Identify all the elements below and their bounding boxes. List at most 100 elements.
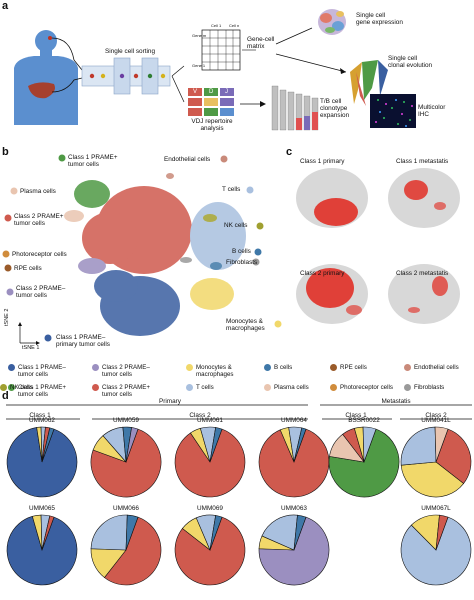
pie-slice (41, 515, 55, 551)
pie-chart (258, 426, 330, 498)
clonotype-bars (271, 85, 319, 131)
pie-slice (125, 514, 139, 551)
pie-slice (435, 514, 449, 551)
title-c1-metastatis: Class 1 metastatis (396, 158, 449, 165)
legend-label: B cells (274, 364, 293, 371)
label-monocytes: Monocytes & macrophages (226, 318, 265, 332)
vdj-segments (188, 88, 234, 116)
primary-label: Primary (158, 398, 181, 405)
pie-slice (434, 426, 449, 463)
legend-item: Fibroblasts (404, 384, 444, 391)
pie-slice (362, 426, 377, 463)
cluster-plasma (64, 210, 84, 222)
met-class1-label: Class 1 (345, 412, 367, 419)
legend-swatch (404, 364, 411, 371)
title-c2-metastatis: Class 2 metastatis (396, 270, 449, 277)
clonal-label: Single cell clonal evolution (388, 55, 433, 69)
legend-swatch (8, 364, 15, 371)
pie-chart (6, 426, 78, 498)
pie-chart (400, 514, 472, 586)
panel-c-tsne-grid (296, 168, 460, 324)
pie-title: UMM041L (421, 417, 451, 424)
pie-title: UMM061 (197, 417, 223, 424)
cluster-b-cells (210, 262, 222, 270)
legend-swatch (92, 384, 99, 391)
label-c2-prame-plus: Class 2 PRAME+ tumor cells (14, 213, 64, 227)
label-fibroblasts: Fibroblasts (226, 259, 258, 266)
pie-title: BSSR0022 (348, 417, 380, 424)
legend-item: RPE cells (330, 364, 367, 371)
legend-label: T cells (196, 384, 214, 391)
label-b-cells: B cells (232, 248, 251, 255)
legend-item: Class 2 PRAME+ tumor cells (92, 384, 150, 398)
pie-chart (6, 514, 78, 586)
matrix-row-bottom: Gene 1 (192, 63, 206, 68)
axis-y-label: tSNE 2 (4, 308, 10, 326)
panel-a-illustration (14, 9, 416, 131)
legend-item: B cells (264, 364, 292, 371)
pie-title: UMM062 (29, 417, 55, 424)
panel-letter-a: a (2, 0, 9, 12)
pie-chart (90, 514, 162, 586)
label-endothelial: Endothelial cells (164, 156, 211, 163)
pie-title: UMM059 (113, 417, 139, 424)
legend-label: Photoreceptor cells (340, 384, 393, 391)
clonotype-label: T/B cell clonotype expansion (320, 98, 350, 119)
pie-slice (41, 427, 55, 463)
gene-cell-matrix-grid (201, 29, 241, 71)
legend-label: Class 2 PRAME– tumor cells (102, 364, 150, 378)
class1-label: Class 1 (29, 412, 51, 419)
legend-swatch (264, 384, 271, 391)
pie-slice (258, 428, 330, 498)
pie-slice (104, 516, 162, 586)
label-plasma: Plasma cells (20, 188, 56, 195)
expression-tsne-thumbnail (318, 9, 346, 35)
cluster-monocytes (190, 278, 234, 310)
matrix-coln: Cell n (229, 23, 240, 28)
legend-swatch (8, 384, 15, 391)
pie-slice (400, 426, 437, 466)
clonal-evolution-icon (350, 60, 388, 106)
legend-label: Class 1 PRAME+ tumor cells (18, 384, 66, 398)
sorting-label: Single cell sorting (104, 48, 156, 55)
legend-swatch (330, 364, 337, 371)
panel-b-tsne (2, 154, 282, 345)
pie-slice (125, 427, 139, 463)
legend-label: Endothelial cells (414, 364, 459, 371)
human-silhouette-icon (14, 30, 78, 125)
pie-slice (293, 514, 307, 551)
matrix-label: Gene-cell matrix (247, 36, 275, 50)
label-rpe: RPE cells (14, 265, 42, 272)
legend-swatch (330, 384, 337, 391)
pie-slice (400, 516, 472, 586)
legend-label: RPE cells (340, 364, 367, 371)
vdj-letter-d: D (209, 89, 214, 95)
legend-swatch (404, 384, 411, 391)
label-c1-prame-plus: Class 1 PRAME+ tumor cells (68, 154, 118, 168)
label-t-cells: T cells (222, 186, 241, 193)
pie-slice (174, 516, 246, 586)
panel-letter-b: b (2, 146, 9, 158)
legend-label: Class 2 PRAME+ tumor cells (102, 384, 150, 398)
pie-title: UMM066 (113, 505, 139, 512)
panel-letter-c: c (286, 146, 293, 158)
pie-chart (400, 426, 472, 498)
label-nk: NK cells (224, 222, 248, 229)
pie-chart (328, 426, 400, 498)
legend-label: Plasma cells (274, 384, 309, 391)
cluster-c1-prame-plus (74, 180, 110, 208)
cluster-nk (203, 214, 217, 222)
pie-slice (258, 516, 330, 586)
pie-chart (174, 514, 246, 586)
pie-title: UMM067L (421, 505, 451, 512)
ihc-label: Multicolor IHC (418, 104, 446, 118)
pie-slice (90, 514, 128, 551)
label-photoreceptor: Photoreceptor cells (12, 251, 67, 258)
legend-item: Photoreceptor cells (330, 384, 393, 391)
pie-slice (6, 427, 78, 498)
legend-item: Class 1 PRAME– tumor cells (8, 364, 66, 378)
legend-item: Plasma cells (264, 384, 309, 391)
c1-metastatis-plot (388, 168, 460, 228)
c1-primary-plot (296, 168, 368, 228)
pie-title: UMM069 (197, 505, 223, 512)
